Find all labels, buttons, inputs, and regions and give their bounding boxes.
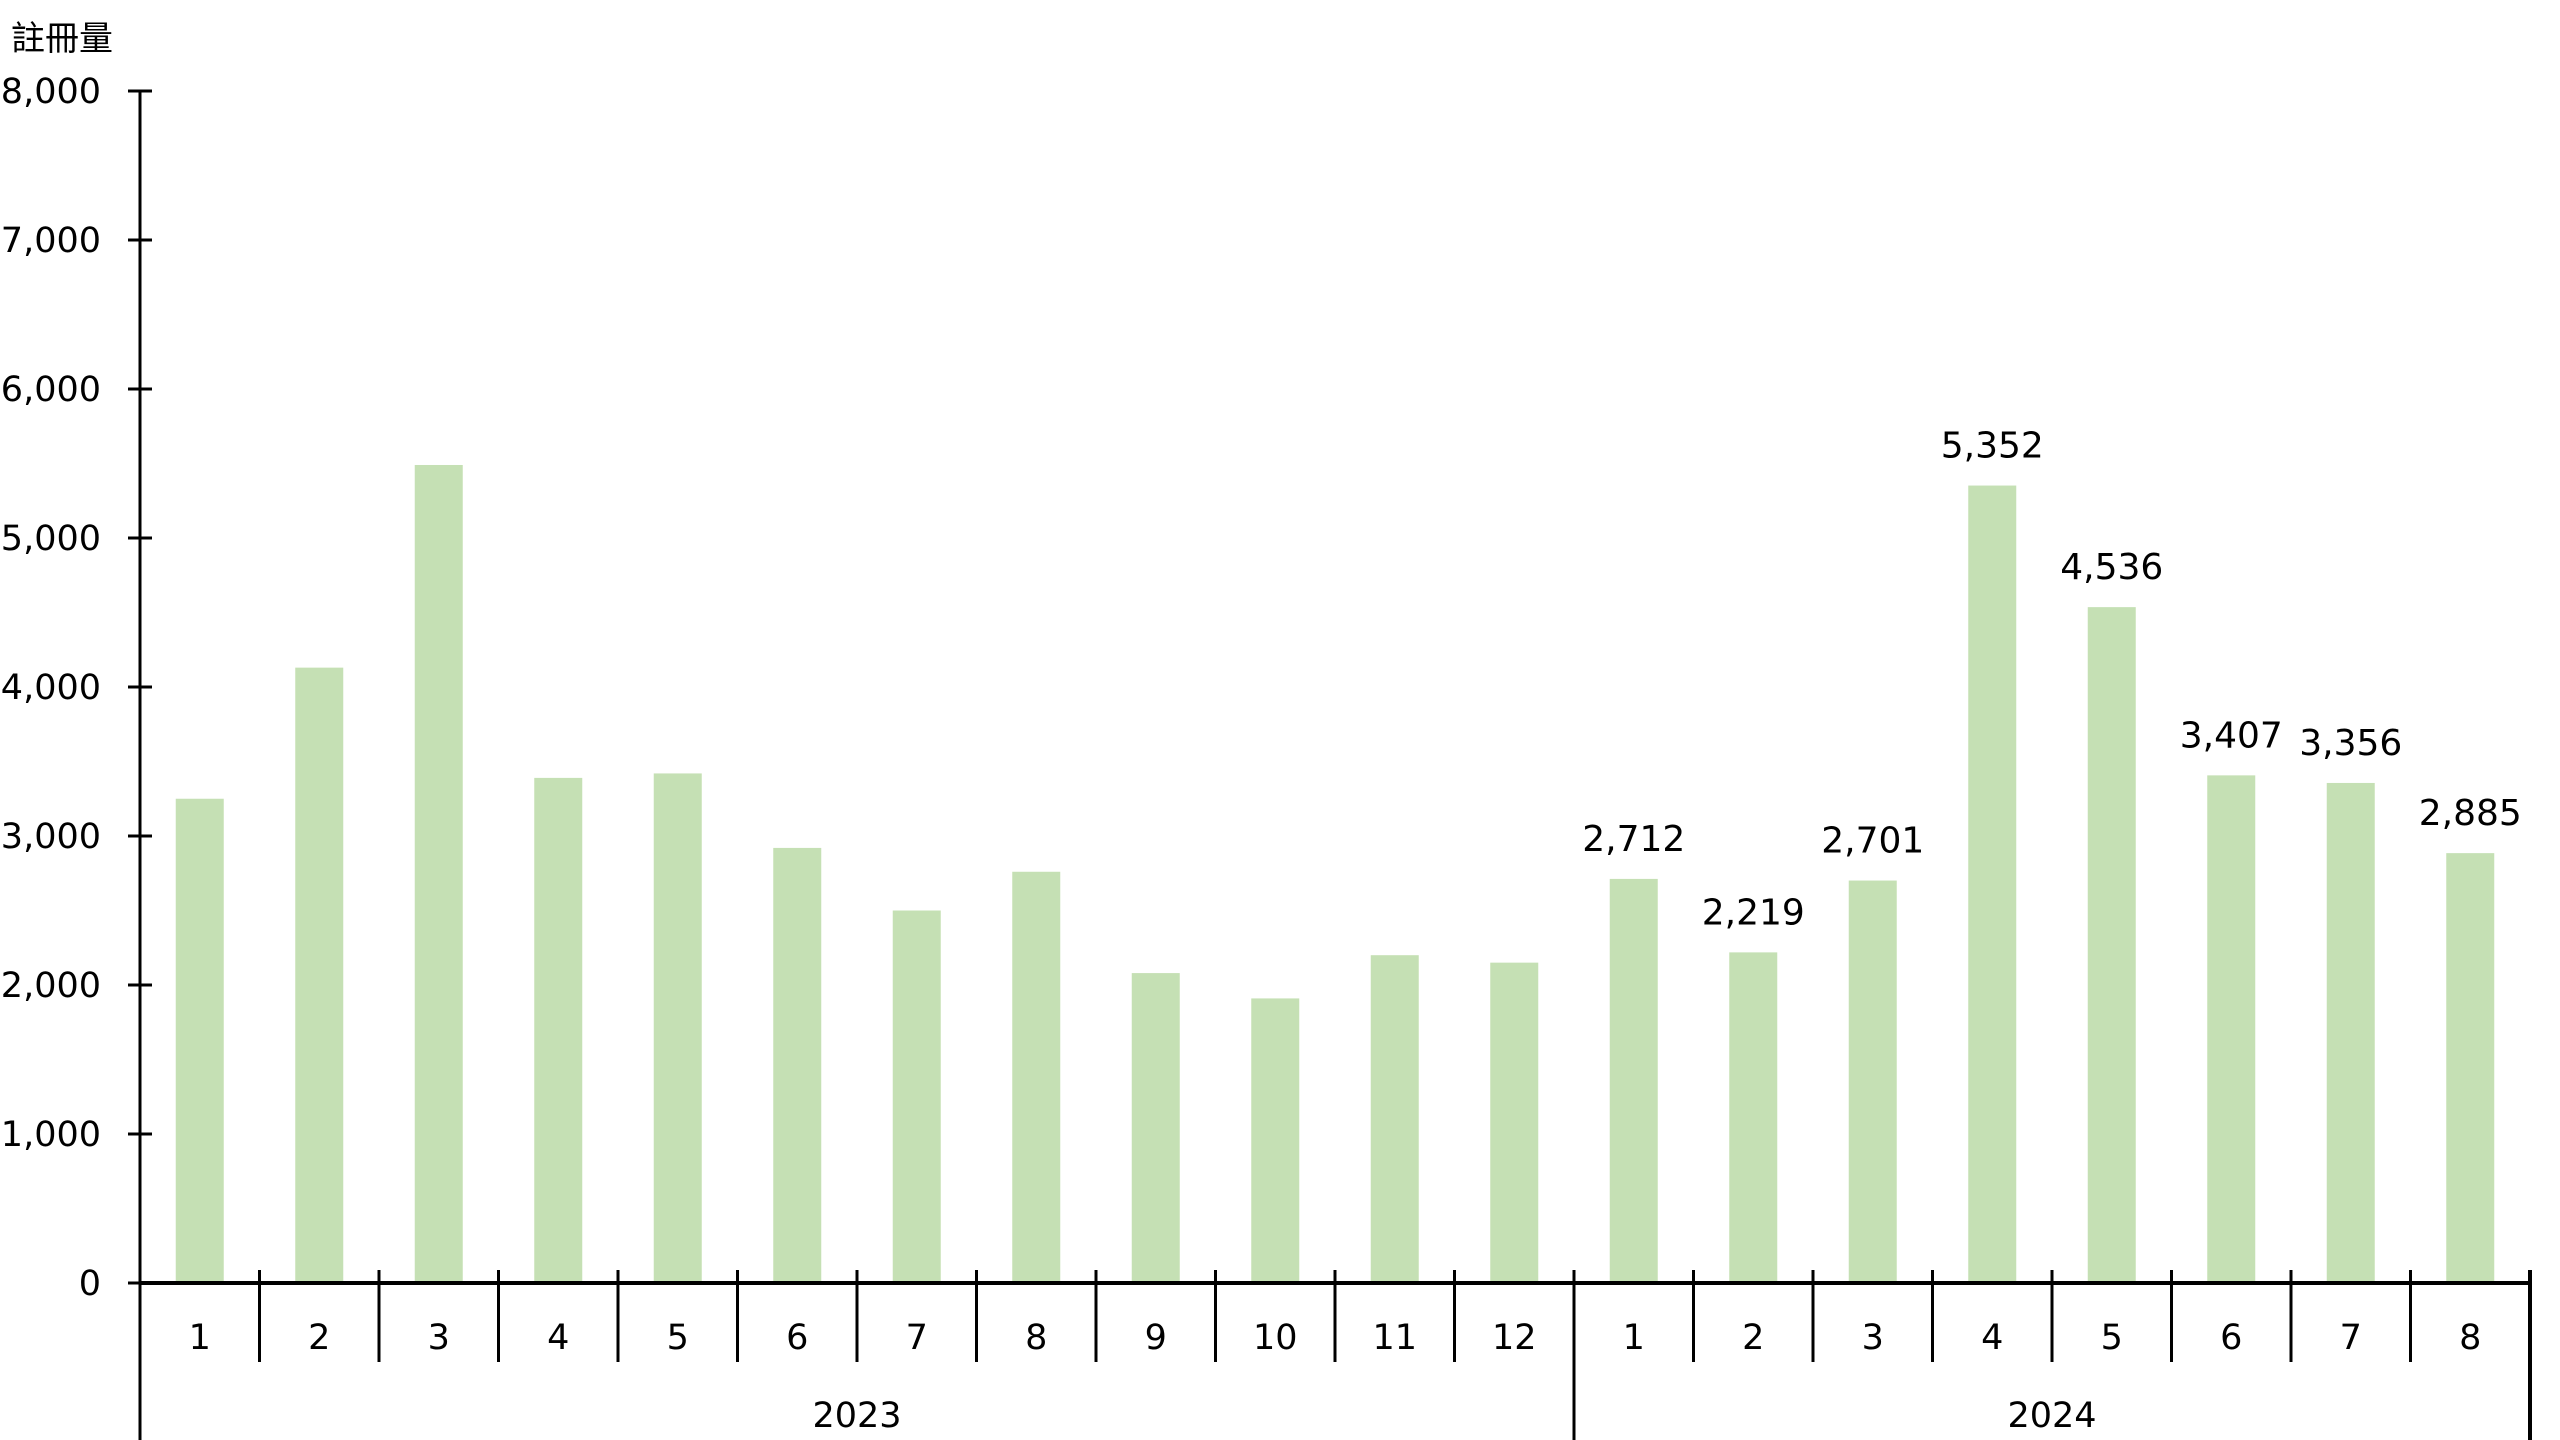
bar-2024-1 — [1609, 878, 1658, 1283]
x-tick-label: 8 — [1025, 1318, 1047, 1358]
bar-2023-7 — [892, 910, 941, 1283]
bar-2023-10 — [1251, 998, 1300, 1283]
x-tick-label: 8 — [2459, 1318, 2481, 1358]
bar-2023-6 — [773, 847, 822, 1283]
x-tick-label: 5 — [667, 1318, 689, 1358]
bar-2024-2 — [1729, 952, 1778, 1283]
x-tick-label: 3 — [428, 1318, 450, 1358]
bar-2024-8 — [2446, 853, 2495, 1283]
bar-2024-7 — [2326, 782, 2375, 1283]
data-label: 2,712 — [1582, 819, 1685, 860]
bar-2023-5 — [653, 773, 702, 1283]
x-tick-label: 7 — [906, 1318, 928, 1358]
x-tick-label: 1 — [1623, 1318, 1645, 1358]
y-tick-label: 1,000 — [1, 1115, 101, 1155]
data-label: 2,701 — [1821, 821, 1924, 862]
year-label: 2024 — [2007, 1396, 2096, 1436]
x-tick-label: 9 — [1145, 1318, 1167, 1358]
x-tick-label: 12 — [1492, 1318, 1537, 1358]
x-tick-label: 6 — [786, 1318, 808, 1358]
data-label: 2,219 — [1702, 892, 1805, 933]
bar-2023-8 — [1012, 871, 1061, 1283]
y-tick-label: 4,000 — [1, 668, 101, 708]
x-tick-label: 2 — [1742, 1318, 1764, 1358]
bars: 2,712 2,219 2,701 5,352 4,536 3,407 3,356 2,885 — [175, 426, 2522, 1283]
y-tick-label: 8,000 — [1, 72, 101, 112]
x-tick-label: 6 — [2220, 1318, 2242, 1358]
x-tick-label: 1 — [189, 1318, 211, 1358]
y-tick-label: 7,000 — [1, 221, 101, 261]
x-tick-label: 5 — [2101, 1318, 2123, 1358]
data-label: 4,536 — [2060, 547, 2163, 588]
x-tick-label: 4 — [547, 1318, 569, 1358]
data-label: 3,407 — [2180, 715, 2283, 756]
x-tick-label: 3 — [1862, 1318, 1884, 1358]
data-label: 2,885 — [2419, 793, 2522, 834]
y-axis-title: 註冊量 — [11, 19, 113, 59]
data-label: 3,356 — [2299, 723, 2402, 764]
bar-2023-1 — [175, 798, 224, 1283]
x-tick-label: 10 — [1253, 1318, 1298, 1358]
year-label: 2023 — [812, 1396, 901, 1436]
bar-2024-6 — [2207, 775, 2256, 1283]
x-tick-label: 11 — [1372, 1318, 1417, 1358]
y-tick-label: 3,000 — [1, 817, 101, 857]
y-axis: 0 1,000 2,000 3,000 4,000 5,000 6,000 7,000 8,00… — [1, 72, 152, 1304]
y-tick-label: 6,000 — [1, 370, 101, 410]
bar-2024-4 — [1968, 485, 2017, 1283]
bar-2023-3 — [414, 464, 463, 1283]
y-tick-label: 0 — [79, 1264, 101, 1304]
bar-2023-4 — [534, 777, 583, 1283]
bar-2024-5 — [2087, 607, 2136, 1283]
x-tick-label: 2 — [308, 1318, 330, 1358]
bar-2023-11 — [1370, 955, 1419, 1283]
bar-2023-12 — [1490, 962, 1539, 1283]
bar-2024-3 — [1848, 880, 1897, 1283]
data-label: 5,352 — [1941, 426, 2044, 467]
x-tick-label: 4 — [1981, 1318, 2003, 1358]
bar-2023-2 — [295, 667, 344, 1283]
bar-2023-9 — [1131, 973, 1180, 1283]
y-tick-label: 5,000 — [1, 519, 101, 559]
x-tick-label: 7 — [2340, 1318, 2362, 1358]
y-tick-label: 2,000 — [1, 966, 101, 1006]
